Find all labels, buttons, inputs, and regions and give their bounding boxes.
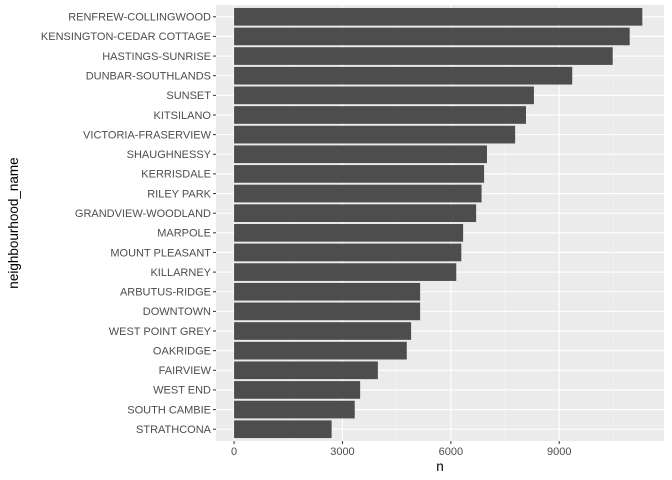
y-tick-label: KILLARNEY: [150, 267, 211, 279]
x-axis: 0 3000 6000 9000: [231, 441, 571, 458]
bar: [234, 341, 407, 360]
y-tick-label: KITSILANO: [154, 110, 212, 122]
bar: [234, 106, 526, 124]
x-tick-label: 0: [231, 446, 237, 458]
y-tick-label: RENFREW-COLLINGWOOD: [68, 12, 211, 24]
bar: [234, 302, 421, 321]
bar: [234, 381, 361, 399]
y-axis: RENFREW-COLLINGWOOD KENSINGTON-CEDAR COTT…: [41, 12, 216, 436]
y-tick-label: RILEY PARK: [147, 188, 211, 200]
bars: [234, 7, 643, 439]
bar: [234, 47, 613, 65]
bar: [234, 400, 355, 419]
y-tick-label: VICTORIA-FRASERVIEW: [83, 129, 212, 141]
y-tick-label: SHAUGHNESSY: [127, 149, 212, 161]
bar: [234, 223, 464, 242]
y-tick-label: ARBUTUS-RIDGE: [120, 287, 211, 299]
y-tick-label: SUNSET: [166, 90, 211, 102]
x-tick-label: 9000: [547, 446, 571, 458]
x-tick-label: 6000: [439, 446, 463, 458]
y-tick-label: GRANDVIEW-WOODLAND: [75, 208, 211, 220]
x-axis-title: n: [436, 459, 444, 474]
bar: [234, 7, 643, 26]
bar: [234, 282, 421, 301]
bar: [234, 184, 482, 203]
y-tick-label: KENSINGTON-CEDAR COTTAGE: [41, 31, 211, 43]
bar: [234, 263, 457, 281]
bar: [234, 66, 573, 85]
y-tick-label: DUNBAR-SOUTHLANDS: [86, 71, 211, 83]
bar: [234, 361, 378, 380]
y-axis-title: neighbourhood_name: [6, 157, 21, 288]
y-tick-label: WEST END: [153, 385, 211, 397]
y-tick-label: MARPOLE: [157, 228, 211, 240]
bar: [234, 204, 477, 223]
y-tick-label: OAKRIDGE: [153, 345, 211, 357]
bar: [234, 322, 412, 340]
y-tick-label: KERRISDALE: [141, 169, 211, 181]
y-tick-label: MOUNT PLEASANT: [110, 247, 211, 259]
y-tick-label: STRATHCONA: [136, 424, 212, 436]
x-tick-label: 3000: [330, 446, 354, 458]
bar: [234, 243, 462, 262]
bar: [234, 420, 332, 439]
y-tick-label: SOUTH CAMBIE: [127, 404, 211, 416]
bar: [234, 125, 516, 144]
bar: [234, 145, 487, 164]
bar: [234, 86, 534, 105]
bar: [234, 165, 485, 183]
y-tick-label: WEST POINT GREY: [109, 326, 212, 338]
y-tick-label: HASTINGS-SUNRISE: [102, 51, 211, 63]
y-tick-label: FAIRVIEW: [159, 365, 212, 377]
y-tick-label: DOWNTOWN: [143, 306, 211, 318]
bar: [234, 27, 630, 46]
